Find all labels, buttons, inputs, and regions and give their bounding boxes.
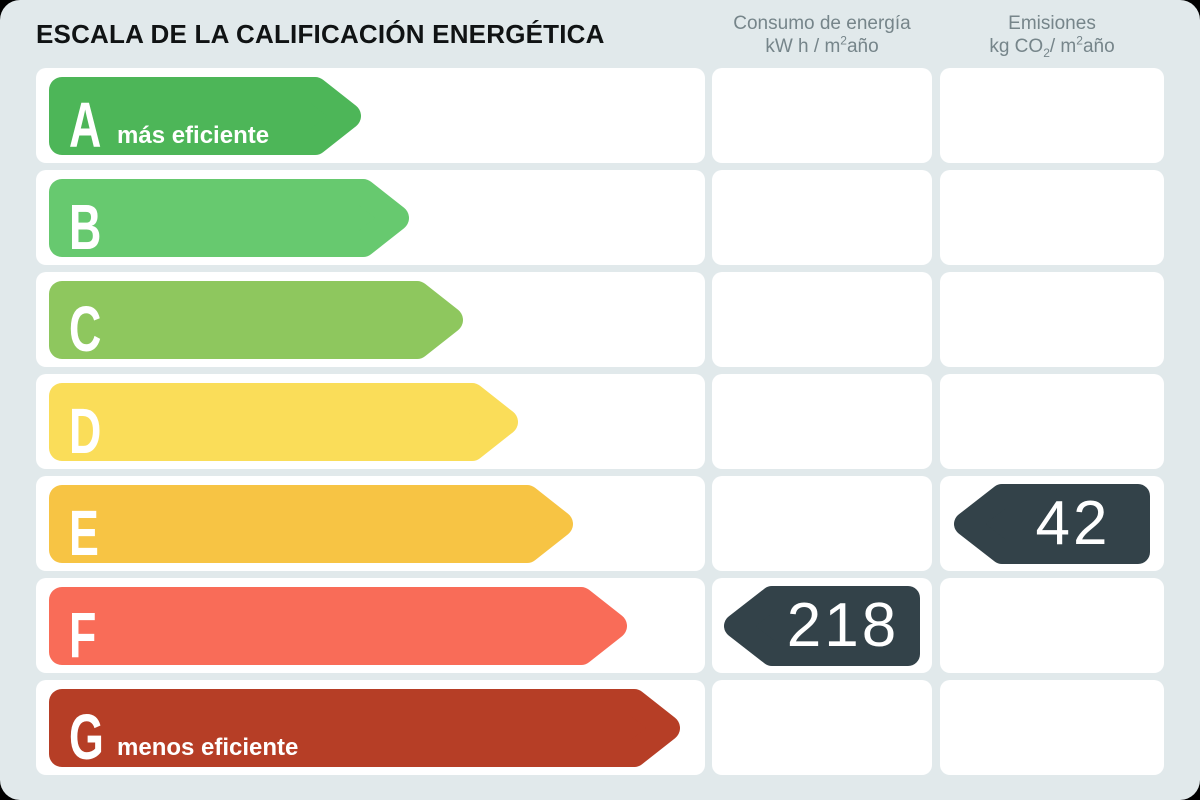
rating-letter: E — [69, 496, 99, 569]
scale-cell-f: F — [36, 578, 705, 673]
emissions-value: 42 — [1035, 488, 1111, 558]
rating-row-g: G menos eficiente — [36, 680, 1164, 775]
consumption-value-badge: 218 — [724, 585, 920, 666]
right-arrow-shape — [49, 688, 680, 767]
scale-cell-d: D — [36, 374, 705, 469]
rating-letter: A — [69, 88, 102, 161]
consumption-cell-g — [712, 680, 932, 775]
rating-note: más eficiente — [117, 121, 270, 149]
rating-row-a: A más eficiente — [36, 68, 1164, 163]
scale-cell-b: B — [36, 170, 705, 265]
emissions-cell-a — [940, 68, 1164, 163]
right-arrow-shape — [49, 280, 463, 359]
emissions-cell-e: 42 — [940, 476, 1164, 571]
rating-note: menos eficiente — [117, 733, 299, 761]
rating-arrow-e: E — [49, 484, 573, 569]
rating-row-c: C — [36, 272, 1164, 367]
emissions-cell-d — [940, 374, 1164, 469]
emissions-header-line1: Emisiones — [1008, 13, 1096, 34]
consumption-header-line1: Consumo de energía — [733, 13, 911, 34]
emissions-column-header: Emisiones kg CO2/ m2año — [940, 0, 1164, 68]
consumption-cell-d — [712, 374, 932, 469]
left-arrow-badge-shape — [724, 585, 920, 666]
consumption-cell-b — [712, 170, 932, 265]
rating-arrow-f: F — [49, 586, 627, 671]
rating-row-b: B — [36, 170, 1164, 265]
scale-cell-e: E — [36, 476, 705, 571]
rating-row-e: E 42 — [36, 476, 1164, 571]
left-arrow-badge-shape — [954, 483, 1150, 564]
right-arrow-shape — [49, 382, 518, 461]
title-cell: ESCALA DE LA CALIFICACIÓN ENERGÉTICA — [36, 0, 705, 68]
rating-letter: C — [69, 292, 102, 365]
scale-cell-a: A más eficiente — [36, 68, 705, 163]
consumption-cell-e — [712, 476, 932, 571]
emissions-cell-f — [940, 578, 1164, 673]
emissions-cell-b — [940, 170, 1164, 265]
consumption-column-header: Consumo de energía kW h / m2año — [712, 0, 932, 68]
consumption-cell-c — [712, 272, 932, 367]
emissions-cell-g — [940, 680, 1164, 775]
consumption-header-line2: kW h / m2año — [765, 33, 879, 57]
emissions-cell-c — [940, 272, 1164, 367]
consumption-value: 218 — [786, 590, 900, 660]
right-arrow-shape — [49, 76, 361, 155]
consumption-cell-a — [712, 68, 932, 163]
rating-letter: D — [69, 394, 102, 467]
rating-arrow-b: B — [49, 178, 409, 263]
rating-row-f: F 218 — [36, 578, 1164, 673]
page-title: ESCALA DE LA CALIFICACIÓN ENERGÉTICA — [36, 18, 605, 49]
scale-cell-g: G menos eficiente — [36, 680, 705, 775]
scale-cell-c: C — [36, 272, 705, 367]
rating-letter: F — [69, 598, 97, 671]
right-arrow-shape — [49, 484, 573, 563]
header: ESCALA DE LA CALIFICACIÓN ENERGÉTICA Con… — [0, 0, 1200, 68]
rating-letter: G — [69, 700, 104, 773]
right-arrow-shape — [49, 178, 409, 257]
rating-arrow-c: C — [49, 280, 463, 365]
rating-letter: B — [69, 190, 102, 263]
rating-arrow-a: A más eficiente — [49, 76, 361, 161]
rating-arrow-d: D — [49, 382, 518, 467]
emissions-value-badge: 42 — [954, 483, 1150, 564]
rating-arrow-g: G menos eficiente — [49, 688, 680, 773]
right-arrow-shape — [49, 586, 627, 665]
rating-row-d: D — [36, 374, 1164, 469]
consumption-cell-f: 218 — [712, 578, 932, 673]
rating-rows: A más eficiente B C — [0, 68, 1200, 775]
emissions-header-line2: kg CO2/ m2año — [989, 33, 1115, 60]
